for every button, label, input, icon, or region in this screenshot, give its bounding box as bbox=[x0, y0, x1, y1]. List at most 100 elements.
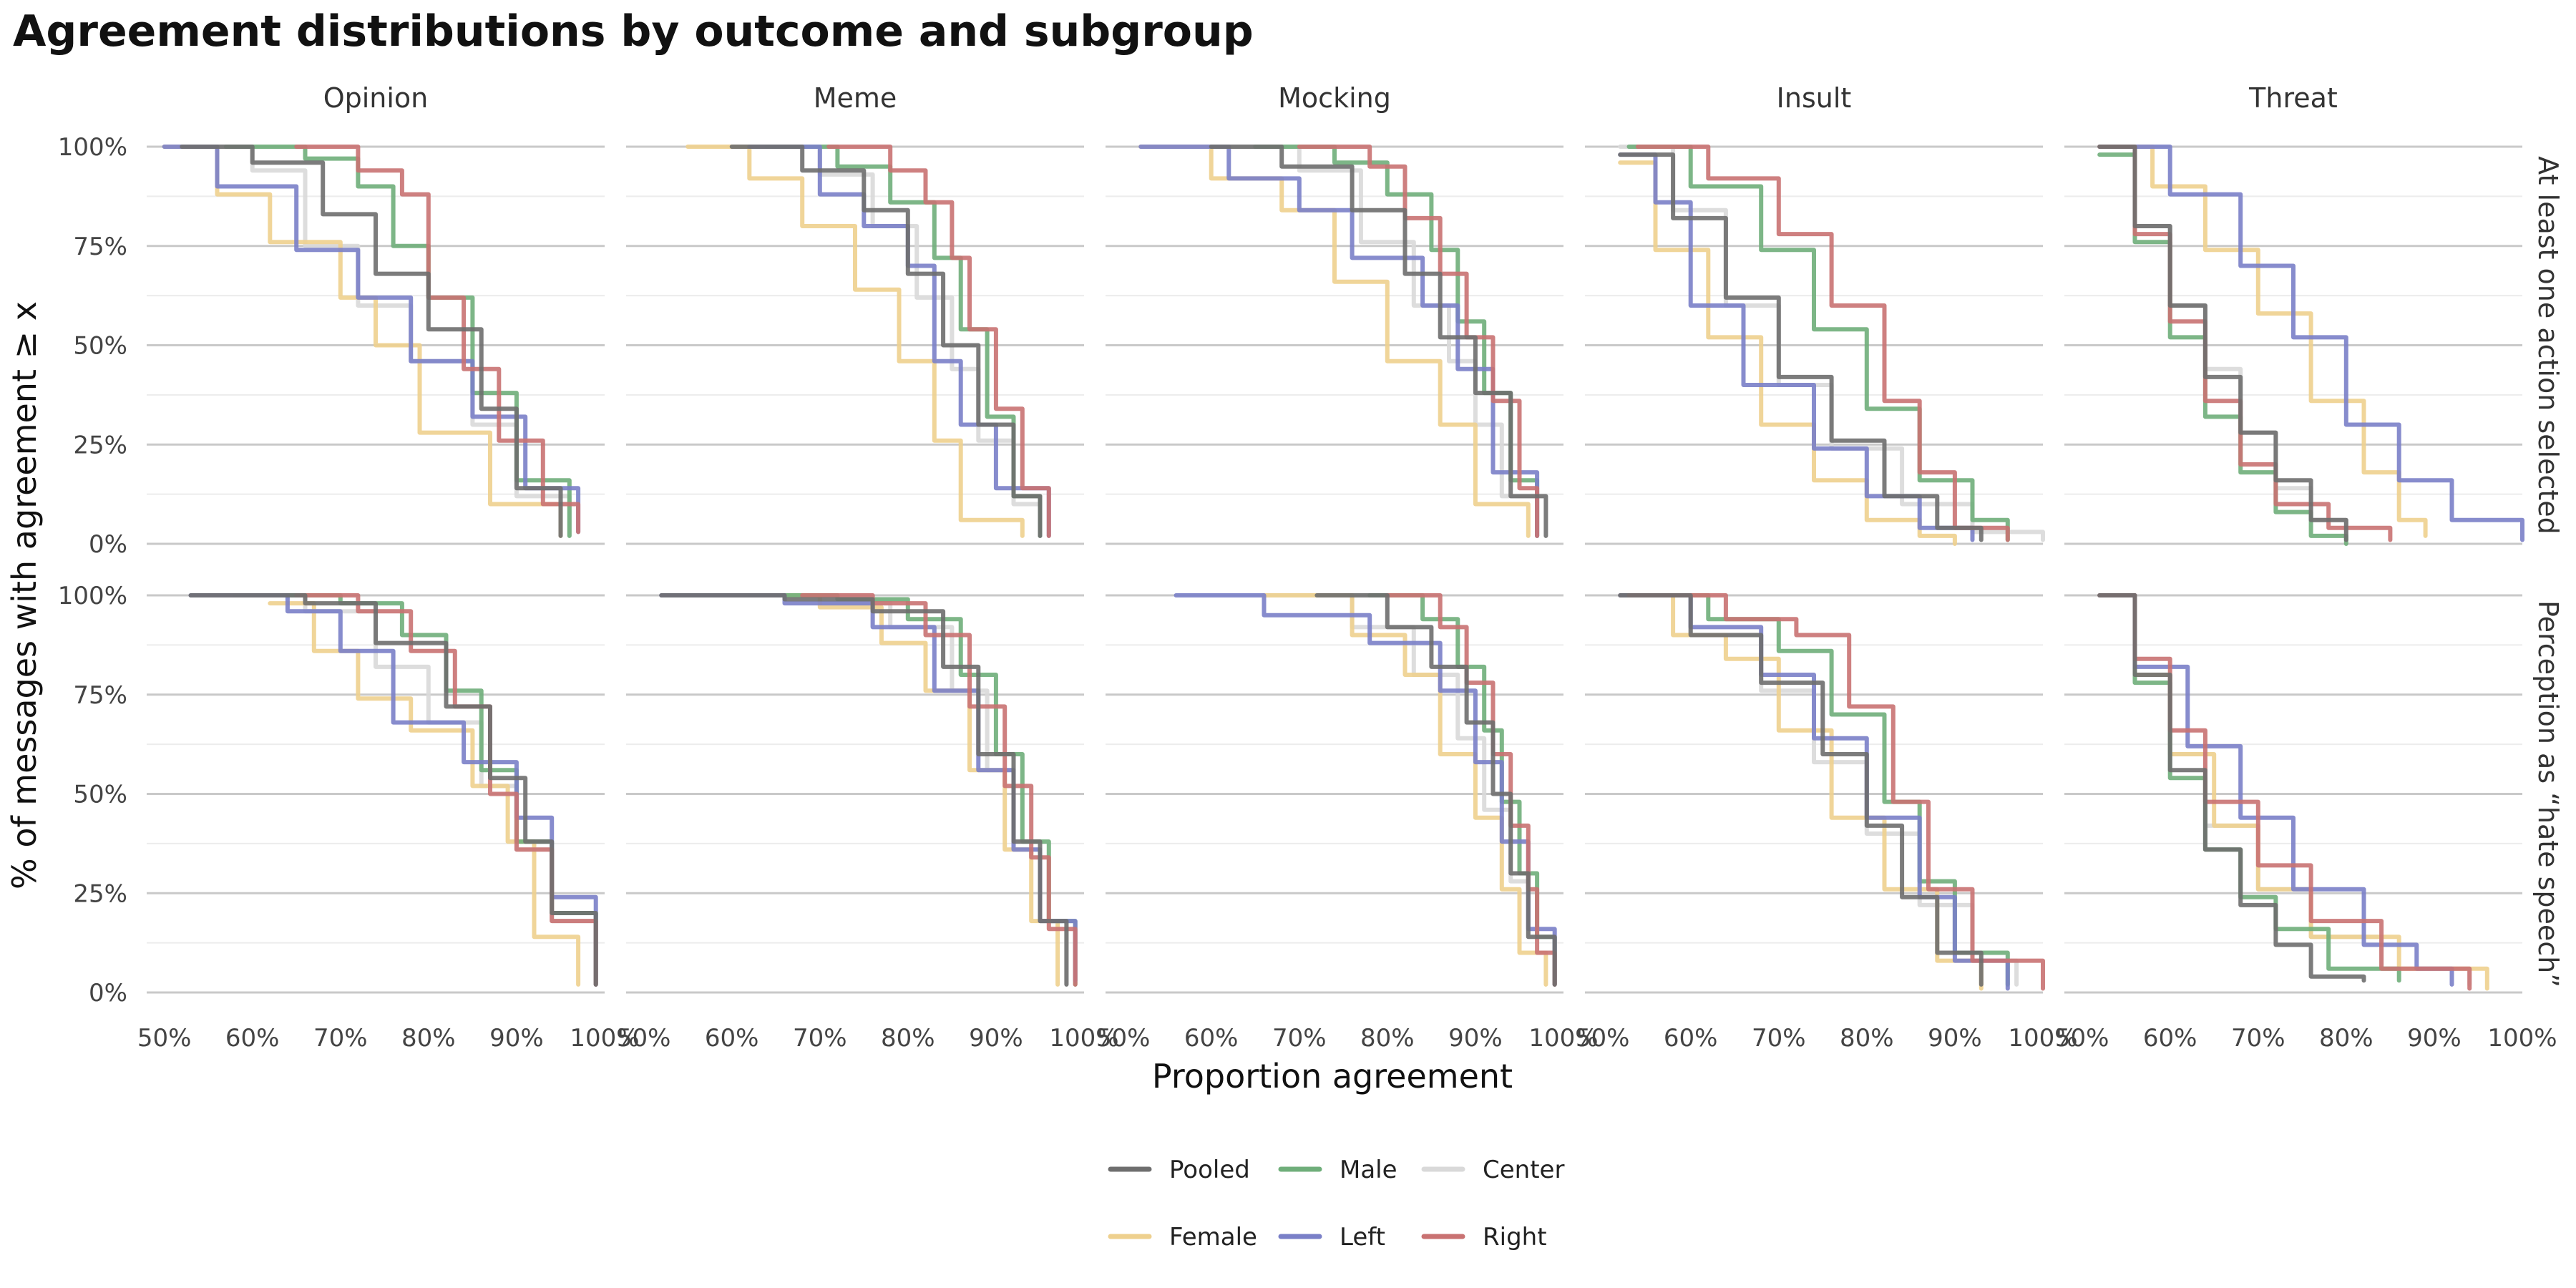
x-tick-label: 90% bbox=[969, 1024, 1023, 1053]
series-line-female bbox=[1618, 593, 1984, 991]
series-line-left bbox=[747, 145, 1051, 538]
panel-mocking-row-2 bbox=[1106, 593, 1563, 994]
x-tick-label: 50% bbox=[137, 1024, 192, 1053]
strip-label-mocking: Mocking bbox=[1278, 82, 1391, 114]
series-line-pooled bbox=[659, 593, 1069, 987]
panel-opinion-row-2 bbox=[147, 593, 605, 994]
x-tick-label: 100% bbox=[1528, 1024, 1598, 1053]
series-line-right bbox=[800, 593, 1078, 987]
series-line-female bbox=[1138, 145, 1531, 538]
strip-label-threat: Threat bbox=[2248, 82, 2338, 114]
x-tick-label: 80% bbox=[1840, 1024, 1894, 1053]
series-line-female bbox=[729, 593, 1060, 987]
series-line-right bbox=[1635, 145, 2010, 542]
y-tick-label: 25% bbox=[73, 879, 127, 908]
panel-threat-row-1 bbox=[2064, 145, 2524, 546]
panel-meme-row-2 bbox=[626, 593, 1084, 994]
x-tick-label: 70% bbox=[313, 1024, 368, 1053]
series-line-right bbox=[1297, 145, 1540, 538]
legend-item-center: Center bbox=[1421, 1156, 1564, 1184]
series-line-pooled bbox=[1209, 145, 1548, 538]
strip-label-insult: Insult bbox=[1777, 82, 1852, 114]
series-line-female bbox=[2097, 145, 2428, 538]
x-tick-label: 70% bbox=[1272, 1024, 1327, 1053]
series-line-center bbox=[1618, 593, 2019, 987]
series-line-pooled bbox=[2097, 593, 2366, 983]
panel-grid: Opinion Meme Mocking Insult Threat At least o… bbox=[58, 82, 2564, 1053]
legend: Pooled Male Center Female Left Right bbox=[1108, 1156, 1564, 1252]
series-line-pooled bbox=[2097, 145, 2348, 542]
series-line-left bbox=[2097, 145, 2524, 542]
series-line-center bbox=[2097, 593, 2472, 987]
series-line-female bbox=[268, 601, 581, 987]
x-tick-label: 50% bbox=[2055, 1024, 2109, 1053]
series-line-male bbox=[764, 145, 1043, 538]
row-strip-label-1: At least one action selected bbox=[2532, 156, 2564, 535]
x-tick-label: 60% bbox=[225, 1024, 280, 1053]
legend-item-left: Left bbox=[1278, 1223, 1385, 1252]
x-tick-label: 80% bbox=[2319, 1024, 2373, 1053]
x-tick-label: 60% bbox=[1664, 1024, 1718, 1053]
panel-opinion-row-1 bbox=[147, 145, 605, 545]
panel-insult-row-2 bbox=[1585, 593, 2045, 994]
series-line-female bbox=[162, 145, 563, 538]
legend-item-pooled: Pooled bbox=[1108, 1156, 1250, 1184]
x-tick-label: 60% bbox=[2143, 1024, 2197, 1053]
panel-meme-row-1 bbox=[626, 145, 1084, 545]
x-axis-title: Proportion agreement bbox=[1152, 1057, 1513, 1096]
legend-label: Left bbox=[1340, 1223, 1385, 1252]
chart-title: Agreement distributions by outcome and s… bbox=[13, 6, 1254, 57]
x-tick-label: 100% bbox=[2008, 1024, 2077, 1053]
y-tick-label: 50% bbox=[73, 781, 127, 809]
series-line-left bbox=[1138, 145, 1540, 538]
series-line-male bbox=[1626, 145, 2010, 542]
x-tick-label: 70% bbox=[1752, 1024, 1806, 1053]
y-axis-title: % of messages with agreement ≥ x bbox=[5, 301, 44, 889]
x-tick-label: 80% bbox=[1360, 1024, 1415, 1053]
series-line-female bbox=[1618, 160, 1957, 546]
series-line-right bbox=[294, 145, 581, 535]
x-tick-label: 90% bbox=[1928, 1024, 1982, 1053]
series-line-pooled bbox=[188, 593, 598, 987]
x-tick-label: 90% bbox=[489, 1024, 544, 1053]
x-tick-label: 90% bbox=[2407, 1024, 2462, 1053]
y-tick-label: 100% bbox=[58, 582, 127, 610]
x-tick-label: 50% bbox=[617, 1024, 671, 1053]
y-tick-label: 0% bbox=[89, 530, 127, 559]
x-tick-label: 90% bbox=[1448, 1024, 1503, 1053]
series-line-female bbox=[686, 145, 1025, 538]
strip-label-meme: Meme bbox=[814, 82, 897, 114]
series-line-center bbox=[1226, 145, 1540, 538]
x-tick-label: 60% bbox=[705, 1024, 759, 1053]
series-line-pooled bbox=[729, 145, 1043, 538]
legend-label: Male bbox=[1340, 1156, 1397, 1184]
series-line-center bbox=[206, 593, 598, 987]
series-line-right bbox=[1626, 593, 2045, 991]
panel-mocking-row-1 bbox=[1106, 145, 1563, 545]
x-tick-label: 80% bbox=[401, 1024, 456, 1053]
x-tick-label: 100% bbox=[1049, 1024, 1118, 1053]
y-tick-label: 50% bbox=[73, 332, 127, 361]
legend-label: Pooled bbox=[1169, 1156, 1250, 1184]
series-line-pooled bbox=[1618, 152, 1984, 542]
y-tick-label: 100% bbox=[58, 133, 127, 162]
x-tick-label: 100% bbox=[2487, 1024, 2557, 1053]
series-line-pooled bbox=[1314, 593, 1557, 987]
row-strip-label-2: Perception as “hate speech” bbox=[2532, 600, 2564, 987]
x-tick-label: 50% bbox=[1096, 1024, 1151, 1053]
series-line-right bbox=[2097, 593, 2472, 991]
x-tick-label: 70% bbox=[793, 1024, 847, 1053]
panel-insult-row-1 bbox=[1585, 145, 2045, 546]
x-tick-label: 80% bbox=[881, 1024, 935, 1053]
strip-label-opinion: Opinion bbox=[323, 82, 429, 114]
legend-item-right: Right bbox=[1421, 1223, 1547, 1252]
legend-item-male: Male bbox=[1278, 1156, 1397, 1184]
series-line-male bbox=[1626, 593, 2010, 987]
x-tick-label: 70% bbox=[2231, 1024, 2285, 1053]
legend-label: Female bbox=[1169, 1223, 1257, 1252]
series-line-male bbox=[233, 593, 598, 987]
x-tick-label: 60% bbox=[1184, 1024, 1239, 1053]
legend-item-female: Female bbox=[1108, 1223, 1257, 1252]
series-line-right bbox=[1385, 593, 1557, 987]
y-tick-label: 75% bbox=[73, 233, 127, 261]
